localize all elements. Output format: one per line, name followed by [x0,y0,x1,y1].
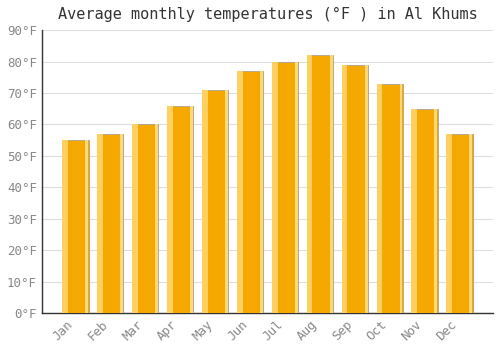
Bar [342,65,347,313]
Bar [272,62,298,313]
Bar [306,55,312,313]
Bar [237,71,242,313]
Bar [120,134,123,313]
Bar [376,84,382,313]
Bar [202,90,207,313]
Title: Average monthly temperatures (°F ) in Al Khums: Average monthly temperatures (°F ) in Al… [58,7,478,22]
Bar [330,55,332,313]
Bar [62,140,68,313]
Bar [167,106,193,313]
Bar [446,134,452,313]
Bar [225,90,228,313]
Bar [400,84,402,313]
Bar [155,124,158,313]
Bar [132,124,138,313]
Bar [97,134,103,313]
Bar [86,140,88,313]
Bar [272,62,278,313]
Bar [260,71,263,313]
Bar [190,106,193,313]
Bar [237,71,263,313]
Bar [167,106,173,313]
Bar [364,65,368,313]
Bar [470,134,472,313]
Bar [446,134,472,313]
Bar [132,124,158,313]
Bar [202,90,228,313]
Bar [376,84,402,313]
Bar [97,134,124,313]
Bar [412,109,417,313]
Bar [306,55,333,313]
Bar [434,109,438,313]
Bar [342,65,368,313]
Bar [295,62,298,313]
Bar [412,109,438,313]
Bar [62,140,88,313]
